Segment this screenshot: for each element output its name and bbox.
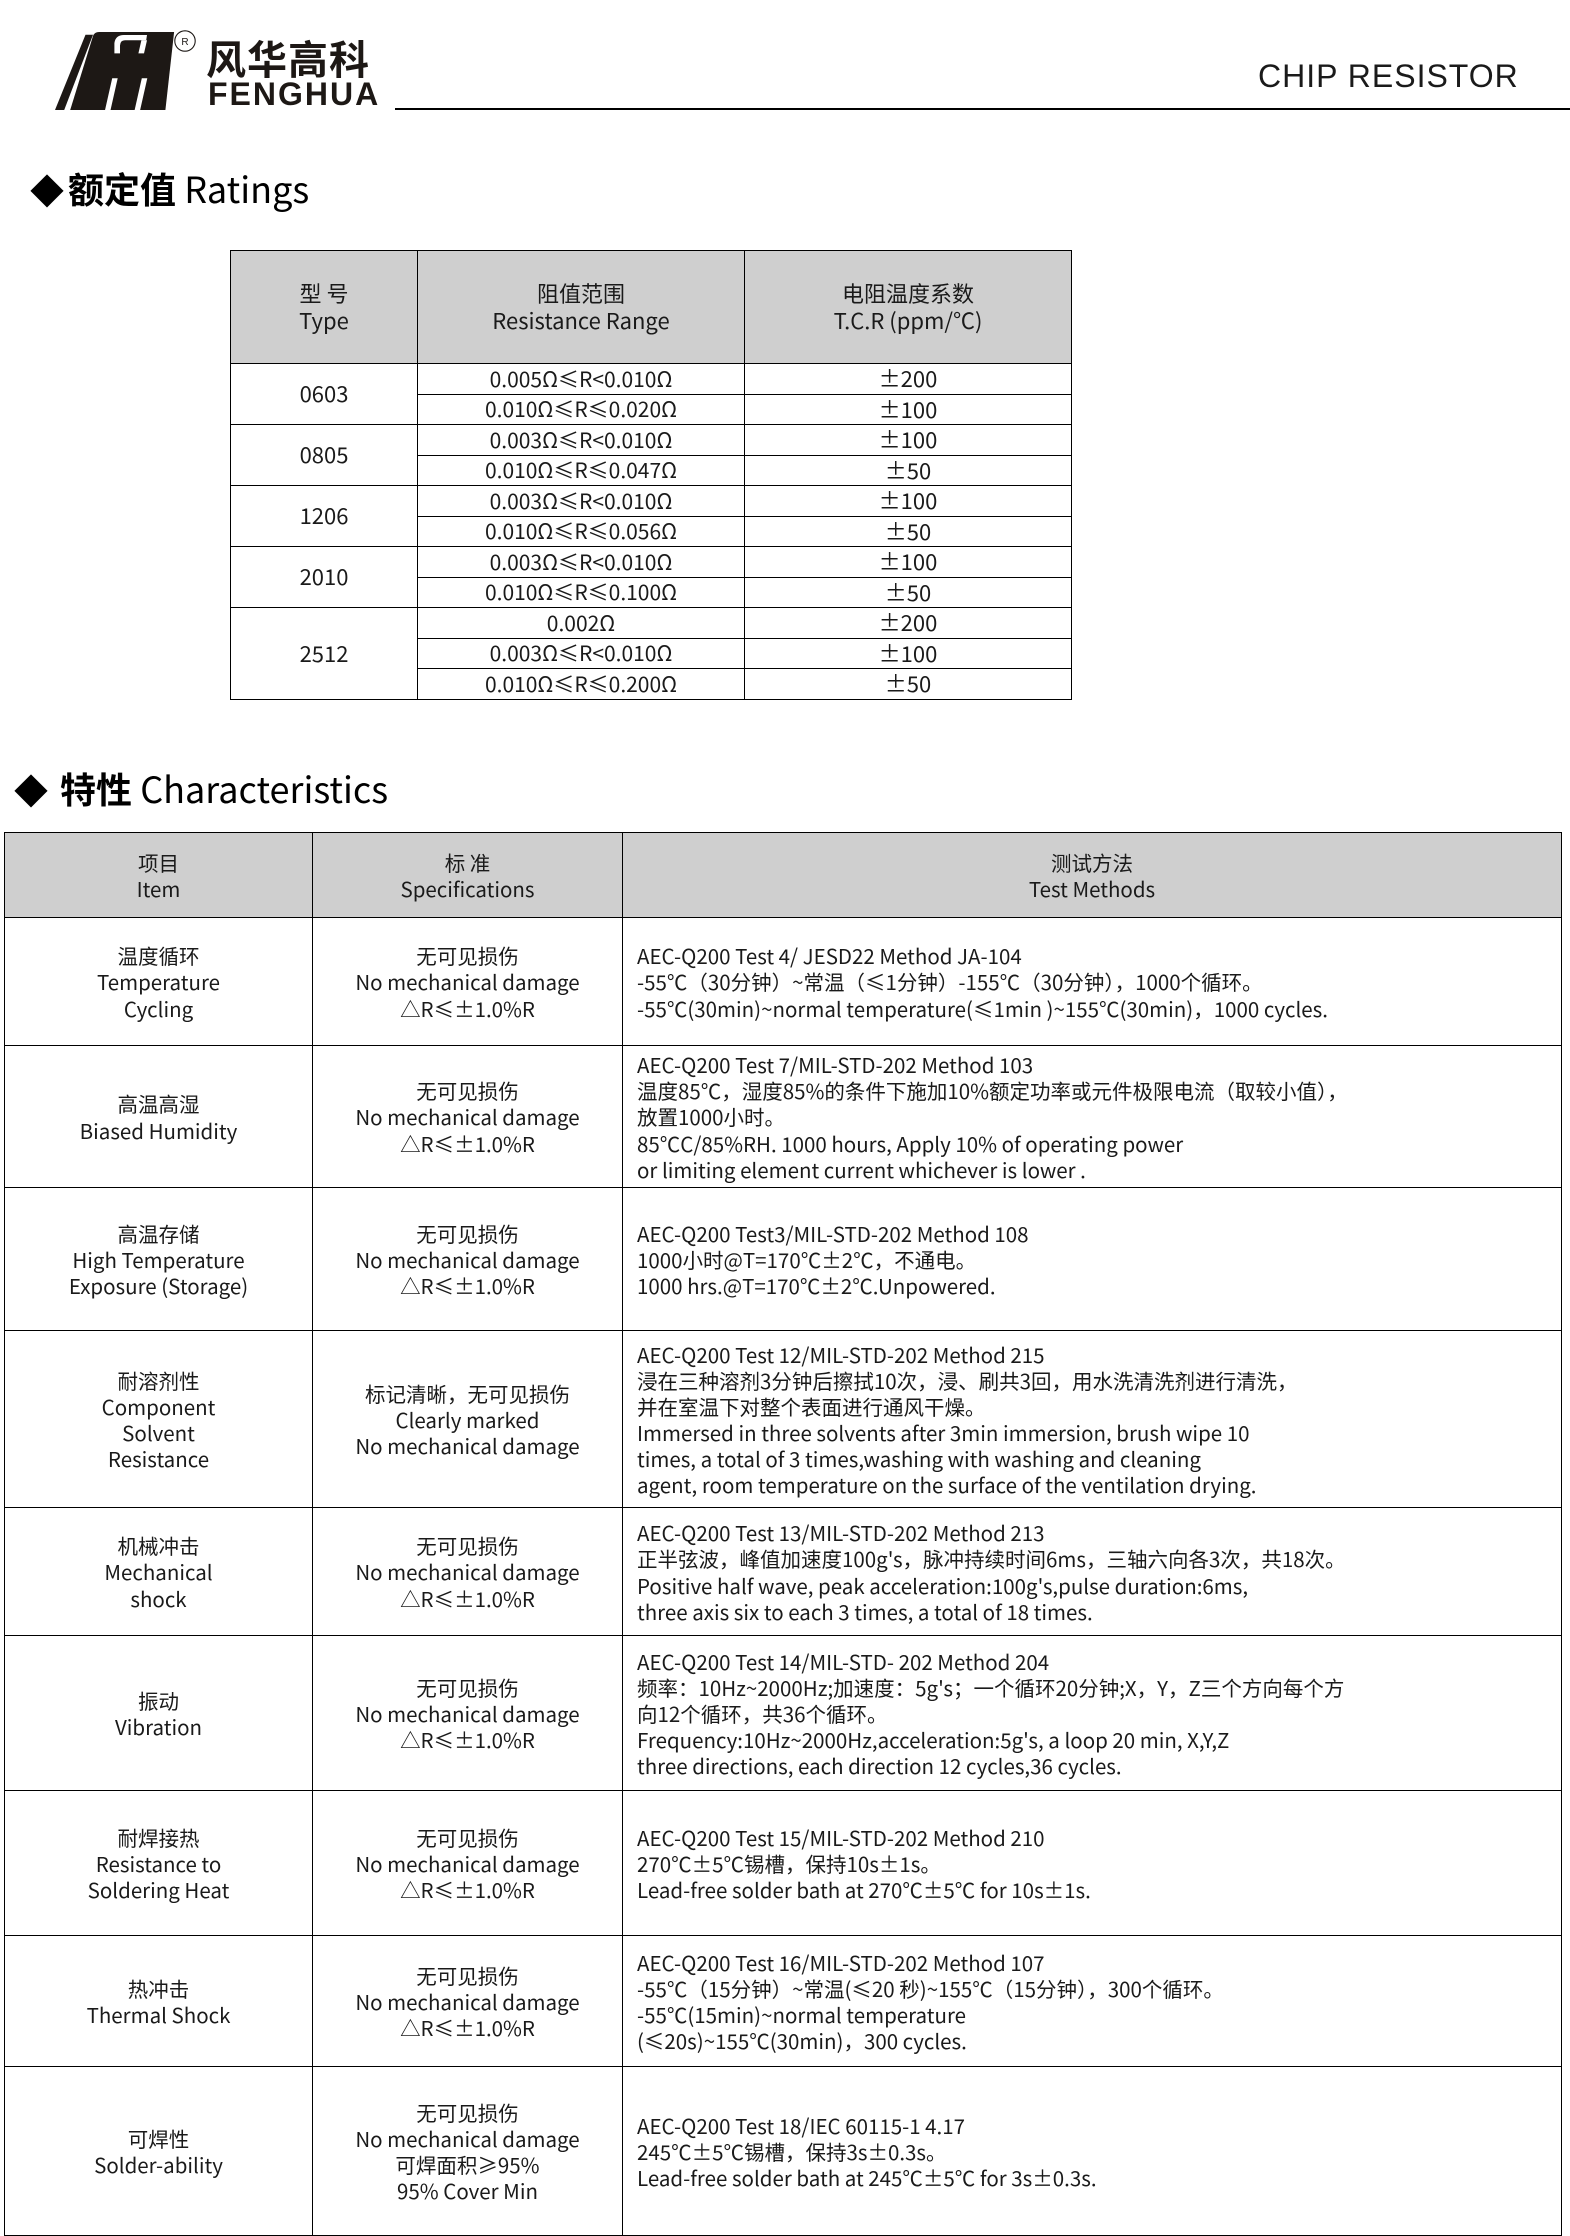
svg-text:R: R xyxy=(181,37,188,48)
